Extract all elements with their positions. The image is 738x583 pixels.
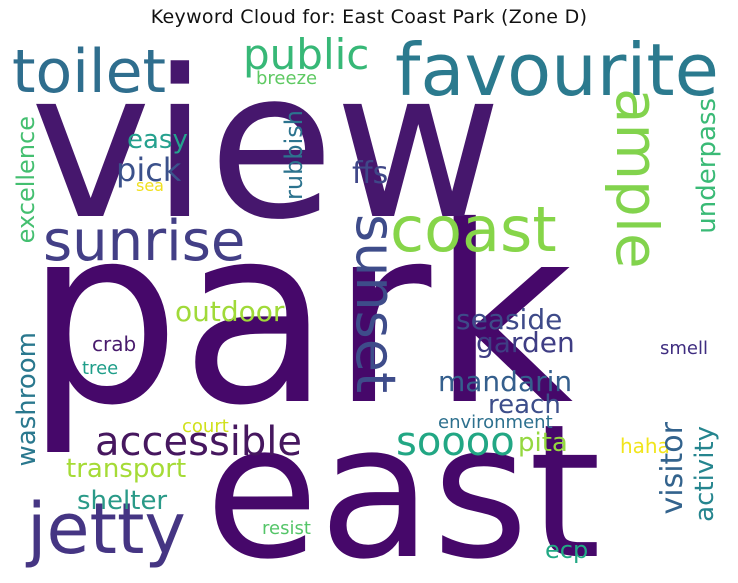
word-sunset: sunset [344, 214, 407, 394]
word-haha: haha [620, 434, 670, 458]
word-outdoor: outdoor [175, 295, 285, 328]
word-excellence: excellence [12, 116, 40, 244]
word-environment: environment [438, 412, 553, 433]
word-shelter: shelter [77, 486, 168, 516]
word-transport: transport [66, 454, 187, 484]
word-visitor: visitor [655, 422, 690, 515]
word-pick: pick [116, 151, 182, 189]
word-park: park [25, 174, 574, 459]
word-underpass: underpass [692, 98, 722, 234]
word-rubbish: rubbish [280, 110, 308, 200]
word-mandarin: mandarin [438, 365, 573, 398]
word-garden: garden [476, 326, 575, 359]
word-reach: reach [488, 390, 561, 420]
word-ecp: ecp [545, 536, 589, 564]
word-crab: crab [92, 332, 137, 356]
word-easy: easy [127, 125, 188, 155]
word-washroom: washroom [12, 332, 42, 467]
word-accessible: accessible [95, 419, 303, 465]
word-court: court [182, 416, 229, 437]
word-sunrise: sunrise [43, 209, 246, 274]
word-toilet: toilet [12, 37, 167, 107]
word-jetty: jetty [27, 488, 186, 570]
word-smell: smell [660, 338, 708, 359]
word-tree: tree [82, 358, 119, 379]
chart-title: Keyword Cloud for: East Coast Park (Zone… [150, 6, 588, 28]
word-soooo: soooo [396, 419, 515, 465]
word-favourite: favourite [395, 34, 719, 112]
word-activity: activity [690, 426, 720, 522]
word-breeze: breeze [256, 68, 318, 89]
word-resist: resist [262, 518, 311, 539]
word-east: east [205, 384, 602, 578]
word-seaside: seaside [456, 303, 563, 336]
word-cloud: park view east favourite toilet coast sunrise a… [10, 34, 728, 577]
word-ffs: ffs [352, 156, 389, 191]
word-sea: sea [136, 176, 164, 195]
word-coast: coast [390, 193, 557, 266]
word-public: public [243, 34, 370, 79]
word-ample: ample [603, 88, 671, 269]
word-pita: pita [518, 428, 568, 458]
word-view: view [30, 34, 503, 265]
